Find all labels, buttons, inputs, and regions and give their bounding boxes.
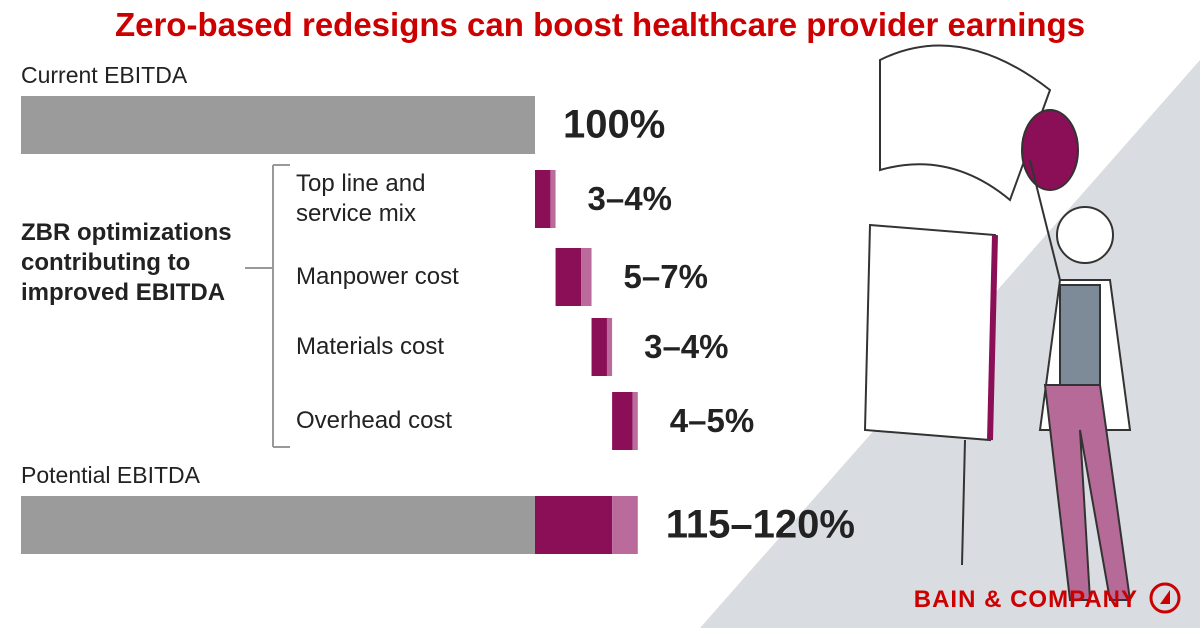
bar-base bbox=[21, 496, 535, 554]
bar-low bbox=[555, 248, 582, 306]
bar bbox=[21, 96, 535, 154]
bar-low bbox=[612, 392, 633, 450]
brand: BAIN & COMPANY bbox=[913, 586, 1138, 613]
illustration bbox=[863, 44, 1132, 601]
category-label: Overhead cost bbox=[296, 407, 453, 434]
category-label: Potential EBITDA bbox=[21, 462, 200, 488]
bar-low bbox=[535, 170, 551, 228]
bar-high bbox=[606, 318, 613, 376]
value-label: 3–4% bbox=[587, 180, 672, 217]
bar-low bbox=[591, 318, 607, 376]
value-label: 5–7% bbox=[623, 258, 708, 295]
chart-title: Zero-based redesigns can boost healthcar… bbox=[114, 6, 1086, 43]
group-label: ZBR optimizations contributing to improv… bbox=[21, 219, 232, 306]
category-label: Materials cost bbox=[296, 333, 445, 360]
value-label: 115–120% bbox=[665, 502, 855, 547]
category-label: Current EBITDA bbox=[21, 62, 188, 88]
bar-high bbox=[632, 392, 638, 450]
logo-icon bbox=[1160, 590, 1170, 604]
value-label: 3–4% bbox=[644, 328, 729, 365]
logo-icon bbox=[1149, 582, 1181, 614]
bar-high bbox=[581, 248, 592, 306]
value-label: 4–5% bbox=[669, 402, 755, 439]
bar-high bbox=[550, 170, 556, 228]
category-label: Top line and service mix bbox=[296, 170, 426, 227]
bar-high bbox=[612, 496, 638, 554]
bar-low bbox=[535, 496, 613, 554]
category-label: Manpower cost bbox=[296, 263, 459, 290]
value-label: 100% bbox=[563, 102, 666, 147]
